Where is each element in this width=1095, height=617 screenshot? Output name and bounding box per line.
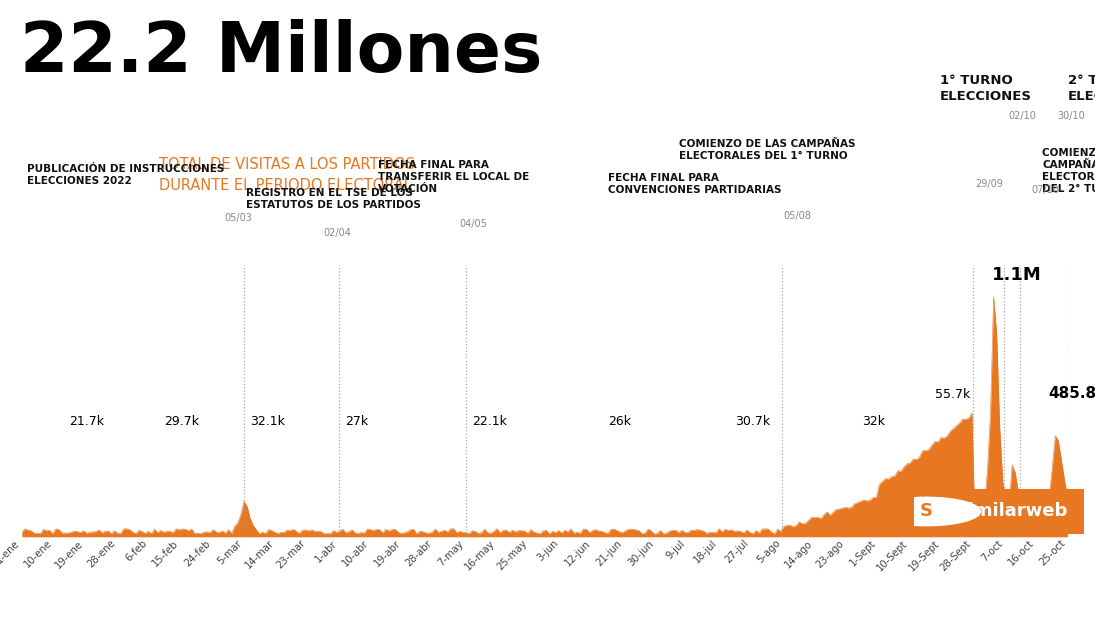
Text: 26k: 26k xyxy=(608,415,631,428)
Text: TOTAL DE VISITAS A LOS PARTIDOS
DURANTE EL PERIODO ELECTORAL: TOTAL DE VISITAS A LOS PARTIDOS DURANTE … xyxy=(159,157,415,193)
Text: 22.2 Millones: 22.2 Millones xyxy=(20,19,542,86)
Text: COMIENZO DE LAS
CAMPAÑAS
ELECTORALES
DEL 2° TURNO: COMIENZO DE LAS CAMPAÑAS ELECTORALES DEL… xyxy=(1042,148,1095,194)
Text: 02/10: 02/10 xyxy=(1008,111,1037,121)
Text: 32.1k: 32.1k xyxy=(250,415,285,428)
Text: 27k: 27k xyxy=(345,415,368,428)
Text: REGISTRO EN EL TSE DE LOS
ESTATUTOS DE LOS PARTIDOS: REGISTRO EN EL TSE DE LOS ESTATUTOS DE L… xyxy=(246,188,422,210)
Text: similarweb: similarweb xyxy=(958,502,1068,521)
Text: FECHA FINAL PARA
TRANSFERIR EL LOCAL DE
VOTACIÓN: FECHA FINAL PARA TRANSFERIR EL LOCAL DE … xyxy=(378,160,529,194)
Text: 55.7k: 55.7k xyxy=(934,388,970,401)
Text: 1.1M: 1.1M xyxy=(992,267,1041,284)
Text: 22.1k: 22.1k xyxy=(472,415,507,428)
Text: 485.8k: 485.8k xyxy=(1049,386,1095,401)
Text: PUBLICACIÓN DE INSTRUCCIONES
ELECCIONES 2022: PUBLICACIÓN DE INSTRUCCIONES ELECCIONES … xyxy=(27,164,224,186)
Text: 05/08: 05/08 xyxy=(783,211,811,221)
Text: 30.7k: 30.7k xyxy=(735,415,770,428)
Text: S: S xyxy=(920,502,933,521)
Text: 29/09: 29/09 xyxy=(975,179,1003,189)
Text: 1° TURNO
ELECCIONES: 1° TURNO ELECCIONES xyxy=(940,74,1031,102)
Text: COMIENZO DE LAS CAMPAÑAS
ELECTORALES DEL 1° TURNO: COMIENZO DE LAS CAMPAÑAS ELECTORALES DEL… xyxy=(679,139,855,161)
Text: 04/05: 04/05 xyxy=(459,219,487,229)
Text: 30/10: 30/10 xyxy=(1057,111,1085,121)
Text: 07/10: 07/10 xyxy=(1031,185,1060,195)
Text: 32k: 32k xyxy=(862,415,885,428)
Text: 21.7k: 21.7k xyxy=(69,415,104,428)
Circle shape xyxy=(872,497,980,526)
Text: 02/04: 02/04 xyxy=(323,228,351,238)
Text: 29.7k: 29.7k xyxy=(164,415,199,428)
Text: FECHA FINAL PARA
CONVENCIONES PARTIDARIAS: FECHA FINAL PARA CONVENCIONES PARTIDARIA… xyxy=(608,173,781,195)
Text: 05/03: 05/03 xyxy=(224,213,253,223)
Text: 2° TURNO
ELECCIONES: 2° TURNO ELECCIONES xyxy=(1068,74,1095,102)
